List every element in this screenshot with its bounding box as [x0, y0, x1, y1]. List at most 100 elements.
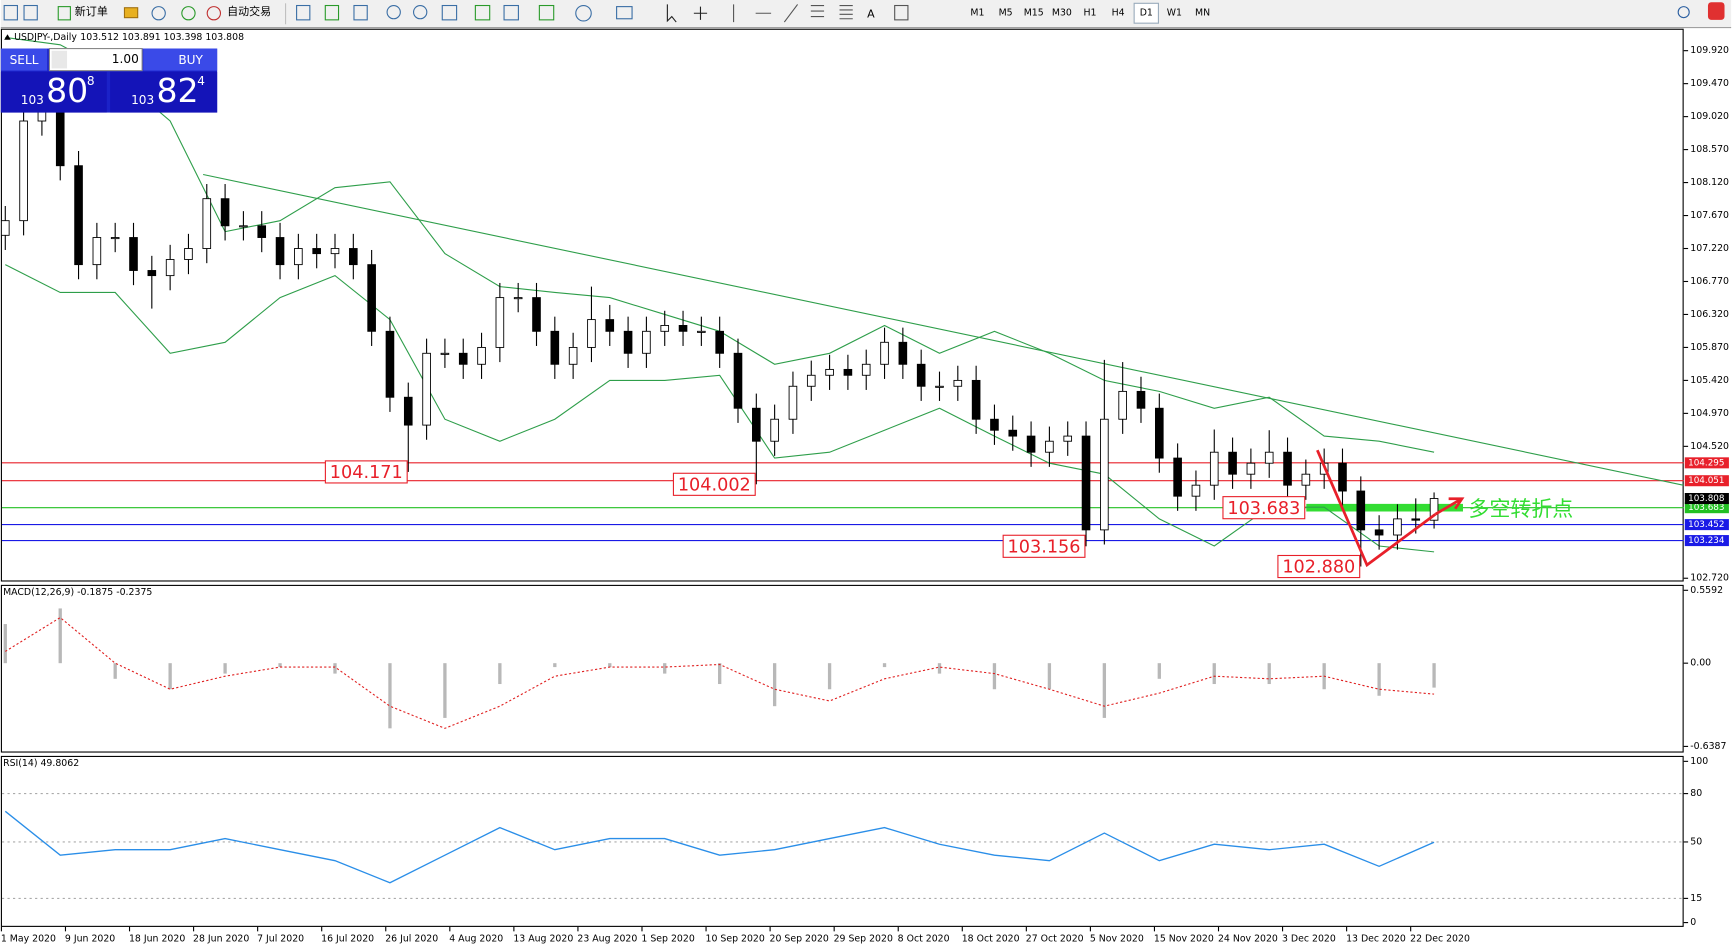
icon[interactable]	[413, 4, 428, 20]
y-tick-label: 109.020	[1690, 111, 1729, 122]
sell-button[interactable]	[0, 48, 48, 71]
y-tick-label: 0.00	[1690, 658, 1711, 669]
y-tick-label: 102.720	[1690, 573, 1729, 584]
candle-body	[92, 237, 102, 266]
trendline	[202, 173, 1684, 486]
timeframe-button[interactable]: H1	[1084, 8, 1097, 19]
timeframe-button[interactable]: M30	[1052, 8, 1072, 19]
icon[interactable]	[296, 4, 311, 21]
candle-body	[697, 330, 706, 333]
candle-body	[458, 352, 468, 365]
bid-box[interactable]	[0, 71, 107, 113]
icon[interactable]	[810, 4, 825, 18]
candle-body	[403, 396, 413, 426]
ask-small: 4	[197, 74, 205, 88]
icon[interactable]	[693, 6, 708, 20]
macd-bar	[937, 663, 942, 674]
candle-body	[202, 198, 212, 249]
candle-body	[1411, 518, 1421, 521]
candle-body	[495, 297, 505, 348]
candle-body	[532, 297, 541, 332]
macd-bar	[992, 663, 997, 690]
macd-bar	[3, 624, 7, 664]
icon[interactable]	[353, 4, 368, 21]
text-tool[interactable]: A	[867, 7, 875, 20]
y-tick-label: 109.470	[1690, 78, 1729, 89]
candle-body	[110, 237, 120, 240]
candle-body	[623, 330, 633, 354]
icon[interactable]	[575, 4, 592, 22]
annotation-label: 104.171	[330, 463, 403, 483]
macd-bar	[113, 663, 117, 679]
annotation-label: 103.156	[1008, 537, 1081, 557]
candle-body	[1008, 429, 1018, 437]
x-tick-label: 1 May 2020	[1, 934, 56, 945]
timeframe-button[interactable]: MN	[1195, 8, 1210, 19]
icon[interactable]	[474, 4, 491, 21]
lots-field[interactable]	[48, 48, 143, 72]
icon[interactable]	[733, 4, 799, 23]
candle-body	[843, 368, 853, 376]
icon[interactable]	[503, 4, 519, 21]
candle-body	[1136, 390, 1146, 409]
candle-body	[294, 248, 303, 266]
icon[interactable]	[57, 6, 71, 21]
icon[interactable]	[839, 4, 853, 20]
lots-value[interactable]: 1.00	[112, 52, 139, 66]
macd-bar	[1212, 663, 1216, 685]
x-tick-label: 26 Jul 2020	[385, 934, 438, 945]
notification-badge[interactable]	[1707, 2, 1725, 20]
ask-box[interactable]	[110, 71, 218, 113]
timeframe-button[interactable]: W1	[1167, 8, 1182, 19]
icon[interactable]	[894, 4, 909, 21]
y-tick-label: 107.670	[1690, 210, 1729, 221]
timeframe-button[interactable]: H4	[1112, 8, 1125, 19]
icon[interactable]	[538, 4, 555, 21]
timeframe-button[interactable]: M1	[970, 8, 984, 19]
icon[interactable]	[181, 6, 196, 21]
icon[interactable]	[666, 4, 677, 23]
search-icon[interactable]	[1677, 6, 1690, 19]
x-tick-label: 10 Sep 2020	[705, 934, 764, 945]
candle-body	[990, 418, 999, 431]
candle-body	[440, 352, 450, 355]
auto-trading-button[interactable]: 自动交易	[227, 4, 271, 18]
x-tick-label: 4 Aug 2020	[449, 934, 503, 945]
spin-down[interactable]	[51, 50, 68, 69]
one-click-trading: SELL 1.00 BUY 103 80 8 103 82 4	[0, 48, 218, 113]
rsi-title: RSI(14) 49.8062	[3, 758, 79, 769]
header-icon	[4, 34, 11, 40]
candle-body	[642, 330, 651, 354]
y-tick-label: -0.6387	[1690, 741, 1726, 752]
candle-body	[330, 248, 340, 255]
icon[interactable]	[206, 6, 222, 21]
callout-text: 多空转折点	[1469, 497, 1574, 521]
buy-label[interactable]: BUY	[178, 53, 203, 67]
timeframe-button[interactable]: D1	[1140, 8, 1153, 19]
icon[interactable]	[616, 6, 633, 20]
icon[interactable]	[386, 4, 401, 20]
buy-button[interactable]	[143, 48, 218, 71]
timeframe-button[interactable]: M15	[1024, 8, 1044, 19]
candle-body	[1118, 390, 1127, 420]
sell-label[interactable]: SELL	[10, 53, 39, 67]
candle-body	[587, 319, 596, 348]
level-axis-label: 103.452	[1688, 520, 1724, 530]
candle-body	[1045, 440, 1054, 453]
icon[interactable]	[151, 6, 166, 21]
active-timeframe	[1133, 2, 1159, 24]
icon[interactable]	[123, 7, 139, 19]
new-order-button[interactable]: 新订单	[75, 4, 108, 18]
annotation-label: 102.880	[1282, 558, 1355, 578]
candle-body	[550, 330, 560, 365]
candle-body	[1264, 451, 1274, 464]
timeframe-button[interactable]: M5	[999, 8, 1013, 19]
level-axis-box	[1684, 519, 1729, 531]
toolbar	[0, 0, 1732, 28]
icon[interactable]	[324, 4, 340, 21]
rsi-line	[4, 810, 1435, 884]
icon[interactable]	[441, 4, 458, 21]
y-tick-label: 105.420	[1690, 375, 1729, 386]
macd-bar	[882, 663, 887, 668]
